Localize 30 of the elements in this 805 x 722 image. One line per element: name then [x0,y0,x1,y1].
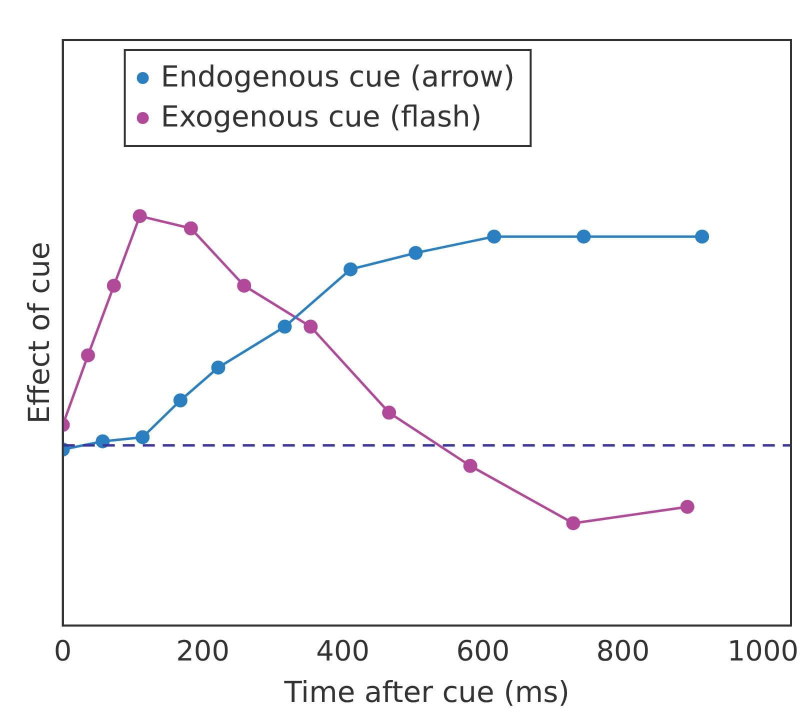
x-tick-label: 200 [176,634,230,668]
point [695,230,710,244]
point [184,221,198,236]
point [463,458,478,473]
point [278,320,292,334]
point [136,430,150,444]
point [408,246,423,260]
x-tick-label: 400 [316,634,370,668]
legend-label: Endogenous cue (arrow) [160,60,515,94]
x-tick-label: 600 [456,634,510,668]
point [304,320,318,334]
x-tick-label: 1000 [727,634,799,668]
y-axis-title: Effect of cue [22,242,56,424]
point [173,393,188,408]
point [211,360,226,375]
x-axis-title: Time after cue (ms) [283,675,570,710]
point [344,262,358,276]
point [132,209,147,224]
point [81,348,96,362]
point [680,500,694,514]
legend-label: Exogenous cue (flash) [160,100,482,134]
point [382,406,396,420]
point [237,278,252,293]
x-tick-label: 800 [596,634,650,668]
x-tick-label: 0 [54,634,72,668]
point [576,230,591,244]
point [106,278,121,293]
point [566,516,580,530]
point [96,434,110,448]
point [487,230,502,244]
